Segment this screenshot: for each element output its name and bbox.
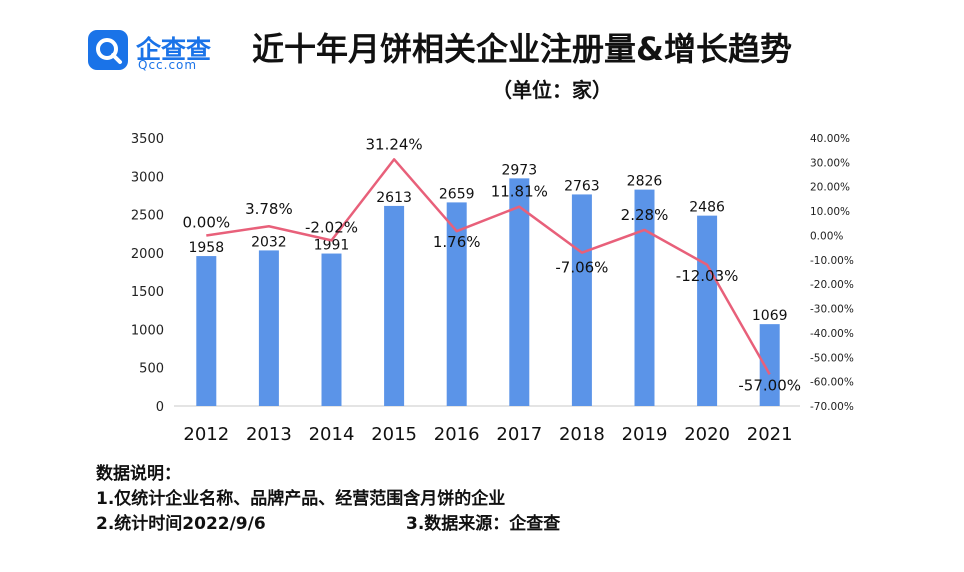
y2-tick-label: -30.00% [810, 304, 854, 316]
y2-tick-label: 10.00% [810, 206, 850, 218]
y2-tick-label: -50.00% [810, 352, 854, 364]
logo: 企查查 Qcc.com [88, 30, 258, 74]
growth-line [206, 158, 771, 375]
bar [446, 202, 467, 406]
line-value-label: -12.03% [676, 267, 739, 285]
bar [571, 194, 592, 406]
search-icon [96, 38, 122, 64]
x-tick-label: 2017 [496, 424, 542, 445]
x-tick-label: 2021 [747, 424, 793, 445]
y2-tick-label: 40.00% [810, 133, 850, 145]
bar-value-label: 2032 [251, 234, 287, 250]
bar-value-label: 1991 [314, 238, 350, 254]
y2-tick-label: -20.00% [810, 279, 854, 291]
x-tick-label: 2019 [622, 424, 668, 445]
bar-value-label: 2763 [564, 178, 600, 194]
x-tick-label: 2012 [183, 424, 229, 445]
bar [384, 205, 405, 406]
notes-line-2: 2.统计时间2022/9/6 [96, 514, 266, 534]
logo-domain: Qcc.com [138, 58, 198, 72]
y-tick-label: 2000 [131, 247, 164, 262]
y-tick-label: 3000 [131, 170, 164, 185]
x-tick-label: 2016 [434, 424, 480, 445]
bar-value-label: 1069 [752, 308, 788, 324]
logo-text: 企查查 [136, 35, 212, 64]
x-tick-label: 2013 [246, 424, 292, 445]
notes-line-1: 1.仅统计企业名称、品牌产品、经营范围含月饼的企业 [96, 489, 506, 509]
y-tick-label: 3500 [131, 132, 164, 147]
x-tick-label: 2020 [684, 424, 730, 445]
bar-value-label: 1958 [188, 240, 224, 256]
bar-value-label: 2826 [627, 174, 663, 190]
notes-heading: 数据说明： [96, 464, 181, 484]
line-value-label: 11.81% [491, 183, 548, 201]
bar [697, 215, 718, 406]
bar [759, 324, 780, 406]
bar [258, 250, 279, 406]
bar [509, 178, 530, 406]
y2-tick-label: 0.00% [810, 230, 843, 242]
y2-tick-label: -70.00% [810, 401, 854, 413]
data-notes: 数据说明： 1.仅统计企业名称、品牌产品、经营范围含月饼的企业 2.统计时间20… [96, 462, 560, 537]
y2-tick-label: 20.00% [810, 182, 850, 194]
x-tick-label: 2014 [309, 424, 355, 445]
chart-subtitle: （单位：家） [492, 78, 612, 102]
x-tick-label: 2018 [559, 424, 605, 445]
chart-title: 近十年月饼相关企业注册量&增长趋势 [252, 30, 792, 68]
y-tick-label: 500 [139, 362, 164, 377]
bar-value-label: 2486 [689, 200, 725, 216]
line-value-label: -57.00% [738, 376, 801, 394]
y-tick-label: 1000 [131, 323, 164, 338]
y-tick-label: 0 [156, 400, 164, 415]
line-value-label: 1.76% [433, 233, 481, 251]
x-tick-label: 2015 [371, 424, 417, 445]
bar [634, 189, 655, 406]
logo-badge [88, 30, 128, 70]
line-value-label: 31.24% [365, 135, 422, 153]
line-value-label: 2.28% [621, 206, 669, 224]
notes-line-3: 3.数据来源：企查查 [406, 514, 561, 534]
bar-value-label: 2659 [439, 186, 475, 202]
bar-value-label: 2613 [376, 190, 412, 206]
y-tick-label: 1500 [131, 285, 164, 300]
y-tick-label: 2500 [131, 209, 164, 224]
y2-tick-label: -40.00% [810, 328, 854, 340]
y2-tick-label: 30.00% [810, 157, 850, 169]
bar [321, 253, 342, 406]
line-value-label: -2.02% [305, 218, 358, 236]
y2-tick-label: -10.00% [810, 255, 854, 267]
bar [196, 256, 217, 406]
bar-value-label: 2973 [501, 162, 537, 178]
line-value-label: 3.78% [245, 200, 293, 218]
line-value-label: -7.06% [555, 259, 608, 277]
y2-tick-label: -60.00% [810, 377, 854, 389]
line-value-label: 0.00% [182, 213, 230, 231]
